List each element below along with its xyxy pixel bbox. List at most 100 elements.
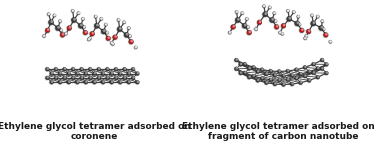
- Circle shape: [241, 12, 244, 15]
- Circle shape: [240, 72, 242, 73]
- Circle shape: [313, 63, 314, 64]
- Circle shape: [118, 19, 119, 20]
- Circle shape: [269, 69, 273, 73]
- Circle shape: [277, 78, 281, 82]
- Circle shape: [108, 37, 110, 38]
- Circle shape: [127, 27, 130, 29]
- Circle shape: [69, 81, 70, 82]
- Circle shape: [83, 18, 84, 19]
- Circle shape: [310, 21, 316, 26]
- Circle shape: [322, 68, 323, 69]
- Circle shape: [105, 67, 109, 71]
- Circle shape: [323, 33, 328, 37]
- Circle shape: [299, 28, 304, 33]
- Circle shape: [45, 28, 50, 33]
- Circle shape: [247, 67, 251, 71]
- Circle shape: [100, 17, 103, 21]
- Circle shape: [306, 35, 307, 36]
- Circle shape: [316, 76, 319, 79]
- Circle shape: [273, 12, 276, 15]
- Circle shape: [93, 72, 96, 75]
- Text: Ethylene glycol tetramer adsorbed on
coronene: Ethylene glycol tetramer adsorbed on cor…: [0, 122, 191, 141]
- Circle shape: [288, 10, 289, 11]
- Circle shape: [316, 67, 319, 71]
- Circle shape: [123, 67, 126, 71]
- Circle shape: [239, 63, 242, 66]
- Circle shape: [111, 43, 114, 45]
- Circle shape: [105, 76, 109, 80]
- Circle shape: [47, 77, 48, 78]
- Circle shape: [298, 16, 299, 17]
- Circle shape: [302, 29, 303, 30]
- Circle shape: [101, 29, 106, 34]
- Circle shape: [298, 23, 301, 26]
- Circle shape: [245, 17, 248, 21]
- Circle shape: [313, 72, 314, 73]
- Circle shape: [136, 72, 139, 75]
- Circle shape: [88, 76, 92, 80]
- Circle shape: [266, 73, 268, 74]
- Circle shape: [88, 67, 92, 71]
- Circle shape: [234, 67, 238, 71]
- Circle shape: [58, 80, 62, 84]
- Circle shape: [292, 11, 295, 13]
- Circle shape: [80, 76, 84, 80]
- Circle shape: [295, 21, 300, 26]
- Circle shape: [326, 63, 327, 64]
- Circle shape: [45, 67, 49, 71]
- Circle shape: [246, 25, 249, 29]
- Circle shape: [249, 31, 251, 33]
- Circle shape: [263, 5, 265, 8]
- Circle shape: [51, 81, 53, 82]
- Circle shape: [106, 36, 110, 41]
- Circle shape: [88, 37, 91, 40]
- Circle shape: [275, 74, 276, 75]
- Circle shape: [239, 71, 242, 75]
- Circle shape: [50, 72, 53, 75]
- Circle shape: [299, 81, 302, 85]
- Circle shape: [123, 21, 126, 24]
- Circle shape: [99, 77, 100, 78]
- Circle shape: [281, 83, 285, 87]
- Circle shape: [54, 67, 58, 71]
- Circle shape: [299, 28, 304, 33]
- Circle shape: [235, 11, 238, 14]
- Circle shape: [129, 72, 130, 74]
- Circle shape: [45, 67, 49, 71]
- Circle shape: [106, 24, 107, 25]
- Circle shape: [47, 68, 48, 69]
- Circle shape: [71, 67, 75, 71]
- Circle shape: [308, 30, 310, 31]
- Circle shape: [56, 77, 57, 78]
- Circle shape: [322, 28, 325, 31]
- Circle shape: [297, 15, 300, 18]
- Circle shape: [71, 76, 75, 80]
- Circle shape: [137, 81, 138, 82]
- Circle shape: [53, 14, 56, 17]
- Circle shape: [93, 80, 96, 84]
- Circle shape: [257, 20, 262, 25]
- Circle shape: [304, 37, 307, 40]
- Circle shape: [82, 25, 85, 29]
- Circle shape: [127, 81, 130, 84]
- Circle shape: [236, 68, 237, 69]
- Circle shape: [63, 67, 66, 71]
- Circle shape: [320, 58, 324, 62]
- Circle shape: [92, 72, 96, 76]
- Circle shape: [287, 16, 292, 21]
- Circle shape: [235, 18, 240, 23]
- Circle shape: [107, 32, 108, 33]
- Circle shape: [129, 39, 133, 44]
- Circle shape: [290, 74, 294, 78]
- Circle shape: [264, 81, 268, 85]
- Circle shape: [50, 81, 53, 84]
- Circle shape: [271, 79, 272, 80]
- Circle shape: [58, 26, 59, 28]
- Circle shape: [242, 23, 247, 29]
- Circle shape: [277, 25, 278, 27]
- Circle shape: [49, 13, 50, 14]
- Circle shape: [284, 83, 285, 85]
- Circle shape: [101, 72, 105, 76]
- Circle shape: [284, 75, 285, 76]
- Circle shape: [299, 24, 301, 25]
